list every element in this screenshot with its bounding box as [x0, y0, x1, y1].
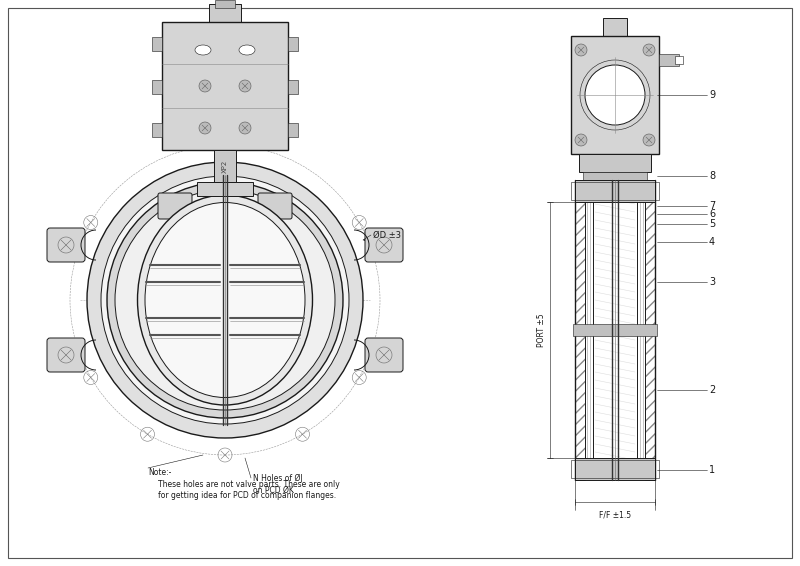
- Circle shape: [643, 134, 655, 146]
- Circle shape: [87, 162, 363, 438]
- Bar: [575, 180, 585, 480]
- Text: 6: 6: [709, 209, 715, 219]
- Bar: [571, 182, 659, 200]
- Text: XP2: XP2: [222, 160, 228, 173]
- Text: 3: 3: [709, 277, 715, 287]
- Bar: [573, 324, 657, 336]
- Circle shape: [575, 44, 587, 56]
- Circle shape: [643, 44, 655, 56]
- Bar: [675, 56, 683, 64]
- Text: 2: 2: [709, 385, 715, 395]
- Circle shape: [239, 122, 251, 134]
- Bar: [197, 182, 253, 196]
- Bar: [575, 180, 655, 202]
- FancyBboxPatch shape: [365, 228, 403, 262]
- Bar: [659, 54, 679, 66]
- Bar: [152, 80, 162, 94]
- Bar: [571, 460, 659, 478]
- Circle shape: [199, 122, 211, 134]
- Circle shape: [101, 176, 349, 424]
- Ellipse shape: [195, 45, 211, 55]
- Circle shape: [199, 80, 211, 92]
- Text: ØD ±3: ØD ±3: [373, 230, 401, 239]
- FancyBboxPatch shape: [365, 338, 403, 372]
- Text: 4: 4: [709, 237, 715, 247]
- Text: 8: 8: [709, 171, 715, 181]
- Bar: [575, 180, 585, 480]
- Bar: [575, 458, 655, 480]
- FancyBboxPatch shape: [47, 228, 85, 262]
- Text: F/F ±1.5: F/F ±1.5: [599, 510, 631, 519]
- Bar: [214, 150, 236, 182]
- Bar: [152, 123, 162, 137]
- Bar: [645, 180, 655, 480]
- Circle shape: [107, 182, 343, 418]
- Text: 5: 5: [709, 219, 715, 229]
- Circle shape: [239, 80, 251, 92]
- Ellipse shape: [138, 195, 313, 405]
- Text: for getting idea for PCD of companion flanges.: for getting idea for PCD of companion fl…: [158, 491, 336, 500]
- Bar: [571, 36, 659, 154]
- Text: Note:-: Note:-: [148, 468, 171, 477]
- Bar: [603, 18, 627, 36]
- Text: 7: 7: [709, 201, 715, 211]
- Text: on PCD ØK: on PCD ØK: [253, 486, 294, 495]
- Text: These holes are not valve parts. These are only: These holes are not valve parts. These a…: [158, 480, 340, 489]
- FancyBboxPatch shape: [158, 193, 192, 219]
- Bar: [152, 37, 162, 51]
- Circle shape: [585, 65, 645, 125]
- Bar: [288, 80, 298, 94]
- Bar: [645, 180, 655, 480]
- FancyBboxPatch shape: [47, 338, 85, 372]
- Text: PORT ±5: PORT ±5: [537, 313, 546, 347]
- Ellipse shape: [239, 45, 255, 55]
- Bar: [215, 0, 235, 8]
- Ellipse shape: [145, 203, 305, 397]
- Bar: [579, 154, 651, 172]
- FancyBboxPatch shape: [258, 193, 292, 219]
- Bar: [288, 123, 298, 137]
- Circle shape: [115, 190, 335, 410]
- Bar: [583, 172, 647, 180]
- Text: 9: 9: [709, 90, 715, 100]
- Bar: [209, 4, 241, 22]
- Text: 1: 1: [709, 465, 715, 475]
- Bar: [288, 37, 298, 51]
- Bar: [162, 22, 288, 150]
- Text: N Holes of ØJ: N Holes of ØJ: [253, 473, 302, 483]
- Circle shape: [575, 134, 587, 146]
